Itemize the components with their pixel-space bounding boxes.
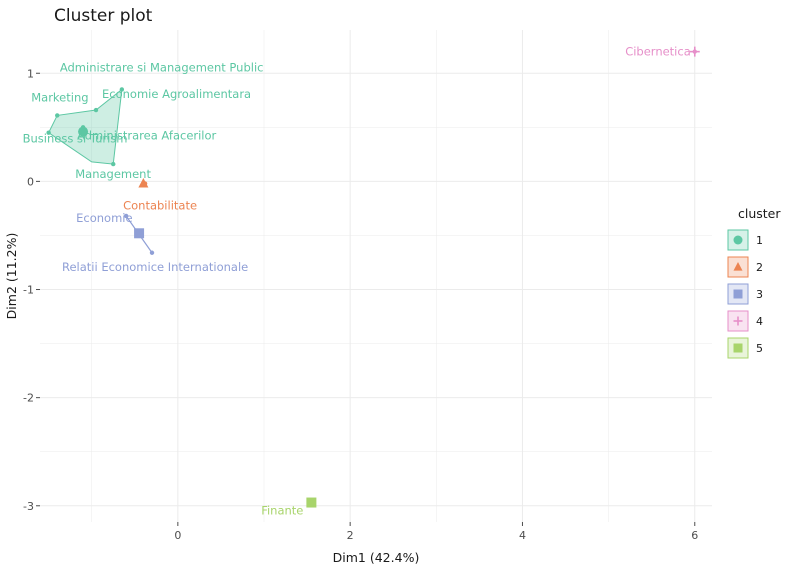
point-label: Cibernetica bbox=[625, 45, 691, 59]
x-axis-title: Dim1 (42.4%) bbox=[333, 550, 420, 565]
y-tick-label: -1 bbox=[23, 284, 34, 297]
point-label: Relatii Economice Internationale bbox=[62, 260, 248, 274]
x-tick-label: 2 bbox=[347, 529, 354, 542]
x-tick-label: 4 bbox=[519, 529, 526, 542]
y-tick-label: -2 bbox=[23, 392, 34, 405]
legend-label: 2 bbox=[756, 261, 763, 274]
data-point bbox=[119, 87, 125, 92]
y-tick-label: 1 bbox=[27, 67, 34, 80]
data-point bbox=[123, 213, 129, 219]
data-point bbox=[149, 250, 155, 255]
legend-symbol-1 bbox=[733, 235, 743, 245]
point-label: Administrarea Afacerilor bbox=[77, 128, 216, 142]
legend-symbol-5 bbox=[733, 343, 743, 353]
y-tick-label: -3 bbox=[23, 500, 34, 513]
legend-symbol-2 bbox=[733, 262, 743, 271]
legend-title: cluster bbox=[738, 206, 781, 221]
legend-label: 1 bbox=[756, 234, 763, 247]
legend-symbol-3 bbox=[733, 289, 743, 299]
legend-symbol-4 bbox=[733, 316, 743, 326]
point-label: Economie bbox=[76, 211, 132, 225]
grid-lines bbox=[40, 30, 712, 522]
legend-label: 5 bbox=[756, 342, 763, 355]
axis-ticks: 0 2 4 6 -3 -2 -1 0 1 bbox=[23, 67, 698, 542]
point-label: Marketing bbox=[31, 90, 88, 104]
legend-label: 4 bbox=[756, 315, 763, 328]
legend: cluster 1 2 3 4 5 bbox=[727, 206, 781, 359]
point-label: Contabilitate bbox=[123, 199, 197, 213]
point-label: Administrare si Management Public bbox=[60, 60, 264, 74]
cluster-centroids bbox=[78, 46, 700, 508]
point-label: Management bbox=[75, 167, 151, 181]
cluster-5-centroid bbox=[306, 497, 317, 508]
legend-label: 3 bbox=[756, 288, 763, 301]
chart-title: Cluster plot bbox=[54, 6, 153, 26]
cluster-4-centroid bbox=[689, 46, 700, 57]
point-label: Finante bbox=[261, 504, 303, 518]
plot-panel bbox=[40, 30, 712, 522]
point-label: Business si Turism bbox=[23, 132, 128, 146]
data-point bbox=[55, 113, 60, 118]
x-tick-label: 6 bbox=[691, 529, 698, 542]
point-label: Economie Agroalimentara bbox=[102, 87, 251, 101]
y-tick-label: 0 bbox=[27, 175, 34, 188]
x-tick-label: 0 bbox=[174, 529, 181, 542]
data-point bbox=[46, 130, 51, 135]
cluster-2-centroid bbox=[138, 178, 149, 188]
point-labels: Administrare si Management Public Marketi… bbox=[23, 45, 691, 518]
y-axis-title: Dim2 (11.2%) bbox=[4, 233, 19, 320]
cluster-1-centroid bbox=[78, 126, 89, 137]
data-point bbox=[111, 161, 116, 167]
data-point bbox=[93, 107, 99, 113]
cluster-3-centroid bbox=[134, 228, 145, 239]
